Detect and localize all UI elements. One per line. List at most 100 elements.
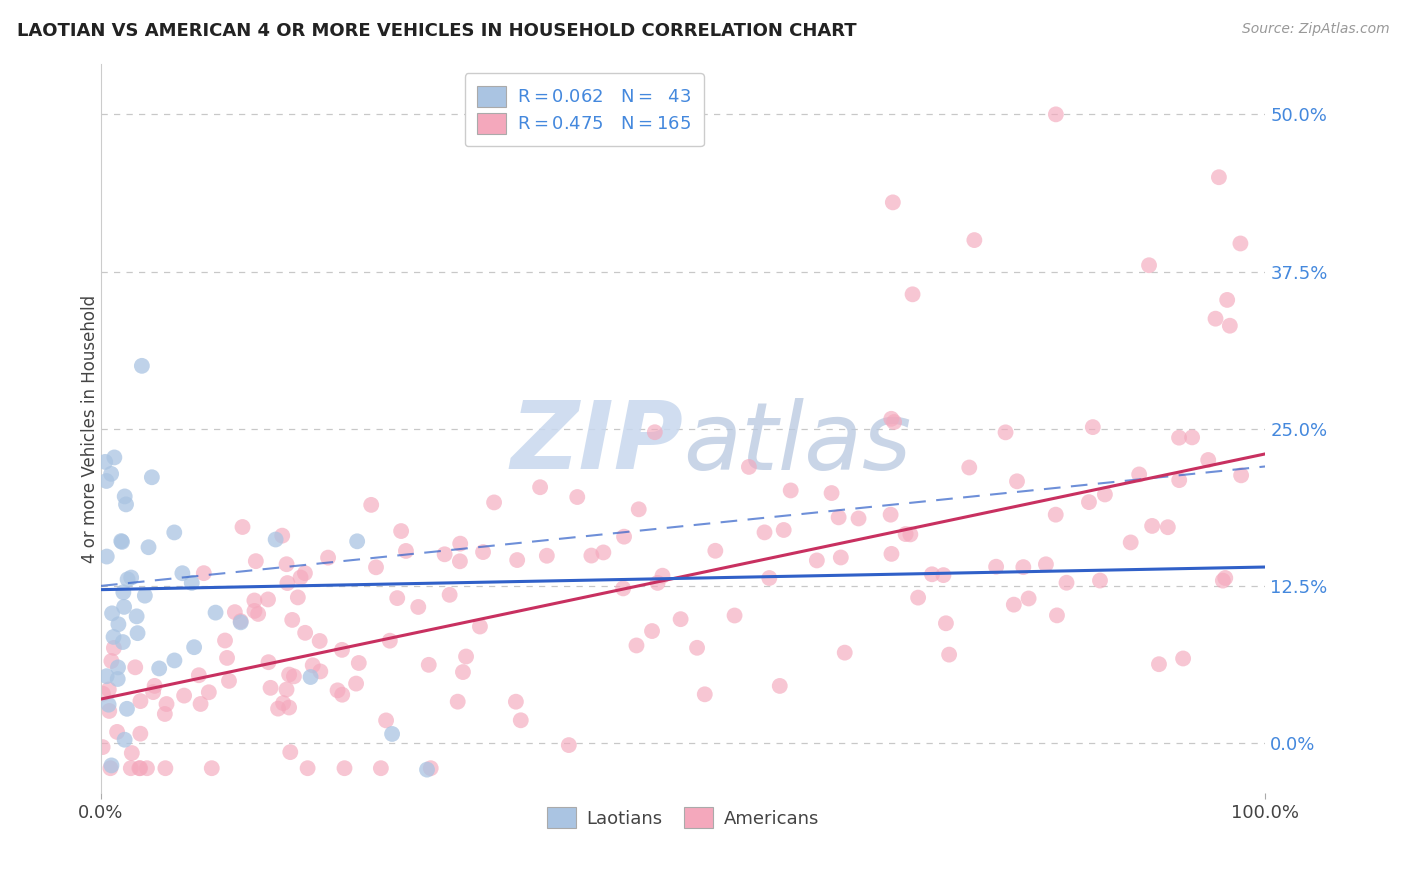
Point <box>308 634 330 648</box>
Point <box>1056 575 1078 590</box>
Point <box>1168 473 1191 487</box>
Point <box>294 625 316 640</box>
Point <box>451 665 474 679</box>
Point <box>1119 535 1142 549</box>
Point <box>148 661 170 675</box>
Point <box>1137 258 1160 272</box>
Point <box>172 566 194 581</box>
Point <box>163 653 186 667</box>
Point <box>257 655 280 669</box>
Point <box>96 669 118 683</box>
Text: Source: ZipAtlas.com: Source: ZipAtlas.com <box>1241 22 1389 37</box>
Point <box>155 697 177 711</box>
Point <box>901 287 924 301</box>
Point <box>117 572 139 586</box>
Point <box>1171 651 1194 665</box>
Point <box>536 549 558 563</box>
Point <box>1045 107 1067 121</box>
Point <box>419 761 441 775</box>
Point <box>738 459 761 474</box>
Point <box>418 657 440 672</box>
Point <box>1140 519 1163 533</box>
Point <box>111 635 134 649</box>
Point <box>347 656 370 670</box>
Point <box>454 649 477 664</box>
Point <box>120 761 142 775</box>
Point <box>641 624 664 638</box>
Point <box>449 536 471 550</box>
Point <box>769 679 792 693</box>
Point <box>204 606 226 620</box>
Point <box>198 685 221 699</box>
Point <box>138 540 160 554</box>
Point <box>827 510 849 524</box>
Point <box>276 682 298 697</box>
Point <box>381 727 404 741</box>
Point <box>581 549 603 563</box>
Point <box>243 604 266 618</box>
Point <box>111 534 134 549</box>
Point <box>1230 468 1253 483</box>
Point <box>128 761 150 775</box>
Point <box>127 626 149 640</box>
Point <box>259 681 281 695</box>
Point <box>921 567 943 582</box>
Point <box>894 527 917 541</box>
Point <box>1147 657 1170 672</box>
Point <box>214 633 236 648</box>
Point <box>370 761 392 775</box>
Point <box>180 576 202 591</box>
Point <box>820 486 842 500</box>
Point <box>218 673 240 688</box>
Point <box>880 547 903 561</box>
Point <box>281 613 304 627</box>
Point <box>125 609 148 624</box>
Point <box>879 508 901 522</box>
Point <box>509 713 531 727</box>
Point <box>686 640 709 655</box>
Point <box>134 589 156 603</box>
Point <box>100 654 122 668</box>
Point <box>984 559 1007 574</box>
Point <box>1018 591 1040 606</box>
Point <box>375 714 398 728</box>
Point <box>155 761 177 775</box>
Point <box>330 688 353 702</box>
Point <box>107 672 129 686</box>
Point <box>143 679 166 693</box>
Point <box>1005 475 1028 489</box>
Point <box>309 665 332 679</box>
Point <box>112 585 135 599</box>
Point <box>287 591 309 605</box>
Point <box>704 543 727 558</box>
Point <box>447 695 470 709</box>
Point <box>830 550 852 565</box>
Point <box>558 738 581 752</box>
Point <box>613 530 636 544</box>
Point <box>806 553 828 567</box>
Point <box>433 547 456 561</box>
Point <box>364 560 387 574</box>
Point <box>1168 431 1191 445</box>
Point <box>215 651 238 665</box>
Point <box>229 614 252 628</box>
Point <box>91 687 114 701</box>
Point <box>468 619 491 633</box>
Point <box>387 591 409 606</box>
Point <box>231 520 253 534</box>
Point <box>693 687 716 701</box>
Point <box>107 660 129 674</box>
Point <box>1205 311 1227 326</box>
Point <box>1045 508 1067 522</box>
Point <box>529 480 551 494</box>
Point <box>114 732 136 747</box>
Point <box>294 566 316 581</box>
Point <box>297 761 319 775</box>
Point <box>389 524 412 538</box>
Point <box>129 761 152 775</box>
Point <box>326 683 349 698</box>
Point <box>1229 236 1251 251</box>
Point <box>129 727 152 741</box>
Point <box>131 359 153 373</box>
Point <box>257 592 280 607</box>
